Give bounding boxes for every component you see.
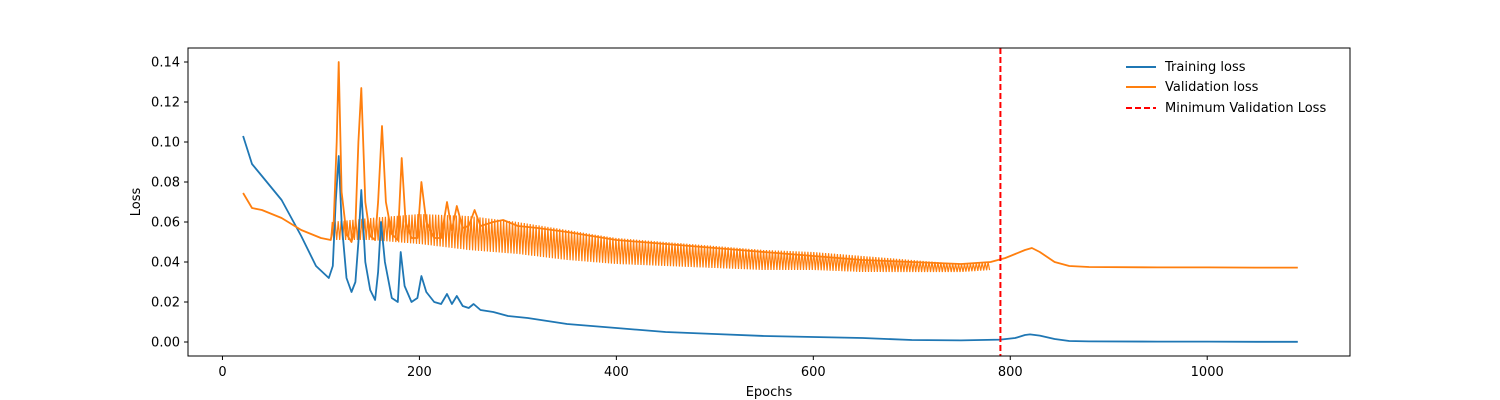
y-axis: 0.00 0.02 0.04 0.06 0.08 0.10 0.12 0.14	[151, 56, 188, 351]
x-axis-label: Epochs	[746, 385, 793, 400]
y-tick-label: 0.02	[151, 296, 180, 311]
training-loss-line	[242, 135, 1298, 343]
x-tick-label: 200	[407, 365, 432, 380]
y-tick-label: 0.10	[151, 136, 180, 151]
x-tick-label: 800	[998, 365, 1023, 380]
x-tick-label: 1000	[1191, 365, 1224, 380]
x-tick-label: 400	[604, 365, 629, 380]
y-tick-label: 0.12	[151, 96, 180, 111]
y-tick-label: 0.00	[151, 336, 180, 351]
legend-validation-label: Validation loss	[1165, 80, 1259, 95]
validation-loss-line	[242, 61, 1298, 269]
y-tick-label: 0.06	[151, 216, 180, 231]
plot-area	[242, 48, 1298, 356]
y-tick-label: 0.04	[151, 256, 180, 271]
y-tick-label: 0.08	[151, 176, 180, 191]
legend-training-label: Training loss	[1164, 60, 1246, 75]
x-axis: 0 200 400 600 800 1000	[218, 356, 1224, 380]
axes-frame	[187, 47, 1351, 357]
y-tick-label: 0.14	[151, 56, 180, 71]
y-axis-label: Loss	[129, 188, 144, 217]
x-tick-label: 0	[218, 365, 226, 380]
x-tick-label: 600	[801, 365, 826, 380]
legend-min-val-label: Minimum Validation Loss	[1165, 101, 1326, 116]
legend: Training loss Validation loss Minimum Va…	[1118, 56, 1344, 122]
